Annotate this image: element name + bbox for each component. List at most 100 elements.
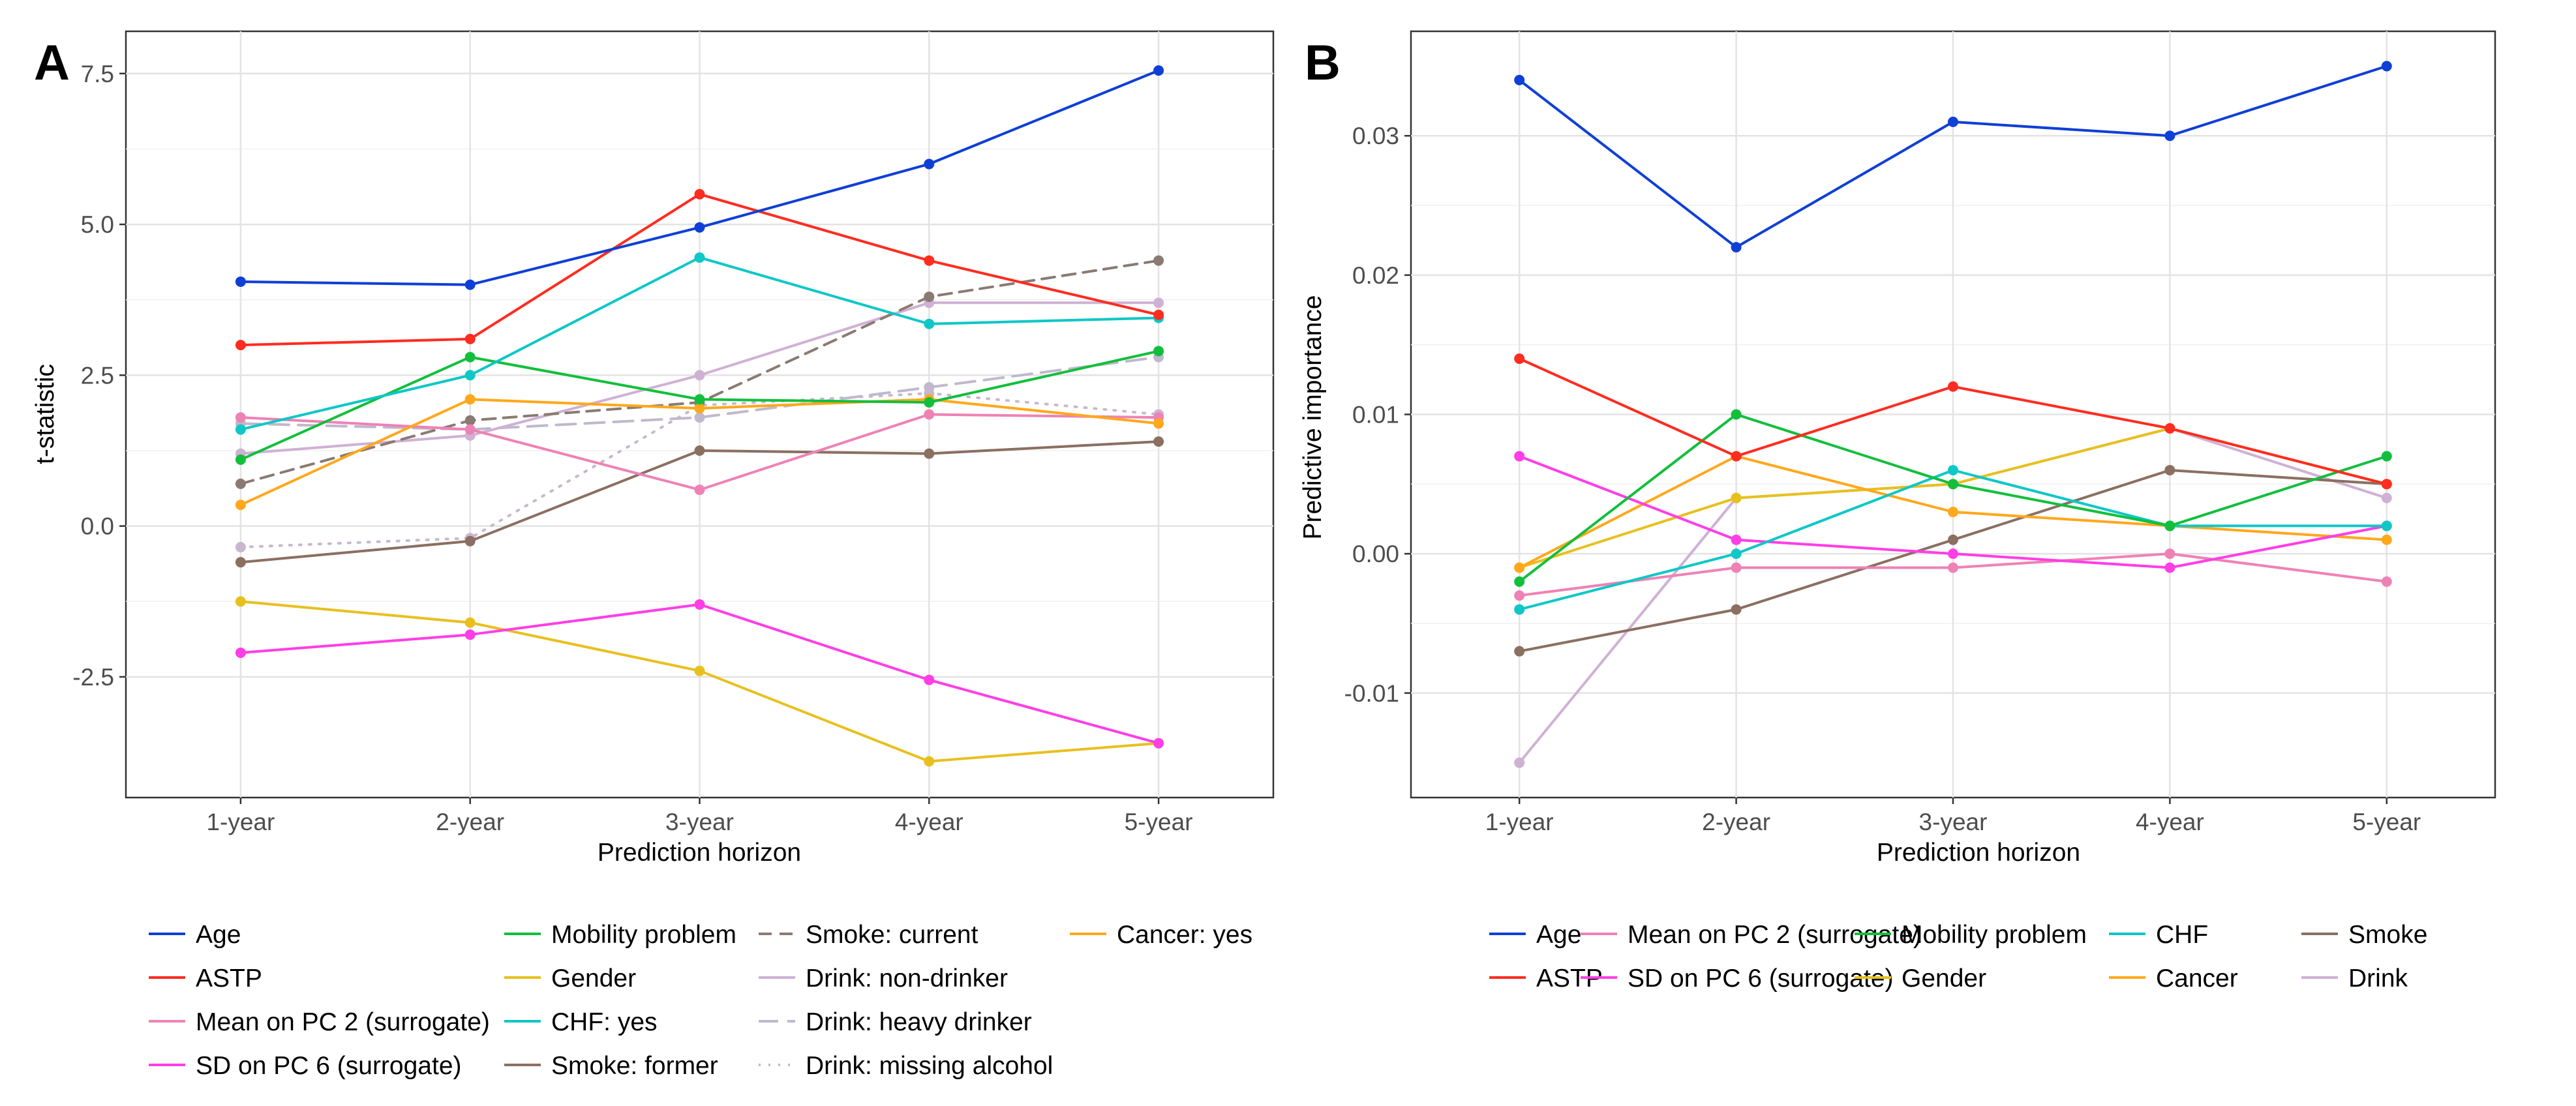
data-point xyxy=(1731,492,1742,503)
data-point xyxy=(694,222,705,233)
data-point xyxy=(464,617,476,628)
data-point xyxy=(1153,65,1164,76)
series-line-drink-missing-alcohol xyxy=(239,392,1160,548)
legend-label: Drink xyxy=(2348,964,2408,993)
data-point xyxy=(924,409,935,420)
data-point xyxy=(1153,255,1164,266)
series-smoke xyxy=(1514,464,2392,657)
data-point xyxy=(1514,451,1525,462)
data-point xyxy=(2164,423,2175,434)
data-point xyxy=(1731,548,1742,560)
data-point xyxy=(1153,346,1164,357)
legend-item-smoke-former: Smoke: former xyxy=(504,1052,718,1080)
data-point xyxy=(2381,520,2392,531)
legend-item-drink: Drink xyxy=(2301,964,2408,993)
x-axis-title-b: Prediction horizon xyxy=(1877,839,2080,867)
legend-a: Age ASTP Mean on PC 2 (surrogate) SD on PC … xyxy=(149,921,1252,1080)
data-point xyxy=(464,351,476,363)
y-tick-label: -2.5 xyxy=(72,664,114,691)
data-point xyxy=(1153,418,1164,429)
data-point xyxy=(694,445,705,456)
data-point xyxy=(1948,534,1958,545)
data-point xyxy=(1948,464,1958,475)
data-point xyxy=(464,424,476,435)
data-point xyxy=(924,448,935,459)
series-astp xyxy=(235,188,1164,351)
data-point xyxy=(1731,242,1742,253)
data-point xyxy=(235,424,246,435)
legend-label: Smoke xyxy=(2348,921,2427,949)
y-tick-label: 0.0 xyxy=(81,513,114,540)
legend-label: Drink: missing alcohol xyxy=(806,1052,1053,1080)
x-tick-label: 1-year xyxy=(206,809,275,835)
panel-b: -0.01 0.00 0.01 0.02 0.03 1-year 2-year 3-year… xyxy=(1299,30,2496,993)
data-point xyxy=(1948,562,1958,573)
legend-item-sd-on-pc-6-surrogate: SD on PC 6 (surrogate) xyxy=(149,1052,462,1080)
data-point xyxy=(2381,61,2392,72)
panel-a-letter: A xyxy=(34,35,70,91)
x-tick-label: 1-year xyxy=(1485,809,1554,835)
y-tick-label: 0.03 xyxy=(1352,123,1399,149)
data-point xyxy=(464,370,476,381)
data-point xyxy=(464,535,476,546)
data-point xyxy=(2381,492,2392,503)
legend-label: Mean on PC 2 (surrogate) xyxy=(196,1008,490,1036)
legend-item-age: Age xyxy=(149,921,241,949)
y-tick-label: 0.01 xyxy=(1352,402,1399,428)
data-point xyxy=(2164,464,2175,475)
legend-label: Cancer xyxy=(2156,964,2238,993)
legend-label: SD on PC 6 (surrogate) xyxy=(196,1052,462,1080)
data-point xyxy=(1153,297,1164,308)
legend-label: ASTP xyxy=(196,964,262,993)
series-mobility-problem xyxy=(235,346,1164,465)
data-point xyxy=(235,478,246,489)
legend-item-smoke-current: Smoke: current xyxy=(759,921,978,949)
data-point xyxy=(1731,562,1742,573)
data-point xyxy=(1948,381,1958,392)
y-tick-label: 0.02 xyxy=(1352,262,1399,289)
series-mean-on-pc-2-surrogate xyxy=(1514,548,2392,601)
x-ticks-b: 1-year 2-year 3-year 4-year 5-year xyxy=(1485,798,2421,835)
x-tick-label: 5-year xyxy=(2352,809,2421,835)
data-point xyxy=(235,276,246,287)
legend-item-drink-missing-alcohol: Drink: missing alcohol xyxy=(759,1052,1053,1080)
data-point xyxy=(924,318,935,329)
legend-item-cancer-yes: Cancer: yes xyxy=(1070,921,1252,949)
legend-item-mobility-problem: Mobility problem xyxy=(504,921,736,949)
data-point xyxy=(235,596,246,607)
data-point xyxy=(694,188,705,200)
data-point xyxy=(694,403,705,414)
data-point xyxy=(1731,451,1742,462)
y-tick-label: 0.00 xyxy=(1352,541,1399,567)
panel-a: -2.5 0.0 2.5 5.0 7.5 1-year 2-year 3-year 4-yea… xyxy=(31,30,1275,1080)
data-point xyxy=(694,665,705,676)
data-point xyxy=(464,629,476,640)
y-ticks-b: -0.01 0.00 0.01 0.02 0.03 xyxy=(1344,123,1411,707)
legend-item-gender: Gender xyxy=(504,964,636,993)
data-point xyxy=(1514,590,1525,601)
data-point xyxy=(235,500,246,511)
data-point xyxy=(1514,757,1525,768)
data-point xyxy=(694,394,705,405)
data-point xyxy=(1153,436,1164,447)
legend-label: Drink: non-drinker xyxy=(806,964,1008,993)
data-point xyxy=(1948,548,1958,560)
data-point xyxy=(235,340,246,351)
series-b xyxy=(1514,61,2392,768)
legend-item-drink-heavy-drinker: Drink: heavy drinker xyxy=(759,1008,1032,1036)
data-point xyxy=(694,412,705,423)
legend-item-mobility-problem: Mobility problem xyxy=(1855,921,2087,949)
data-point xyxy=(694,252,705,263)
legend-label: CHF xyxy=(2156,921,2208,949)
legend-item-sd-on-pc-6-surrogate: SD on PC 6 (surrogate) xyxy=(1581,964,1894,993)
series-astp xyxy=(1514,353,2392,490)
data-point xyxy=(1514,353,1525,365)
data-point xyxy=(1731,534,1742,545)
x-tick-label: 5-year xyxy=(1125,809,1193,835)
y-tick-label: 5.0 xyxy=(81,211,114,238)
y-axis-title-b: Predictive importance xyxy=(1299,295,1327,540)
data-point xyxy=(1731,409,1742,420)
legend-label: Cancer: yes xyxy=(1117,921,1252,949)
data-point xyxy=(2164,562,2175,573)
